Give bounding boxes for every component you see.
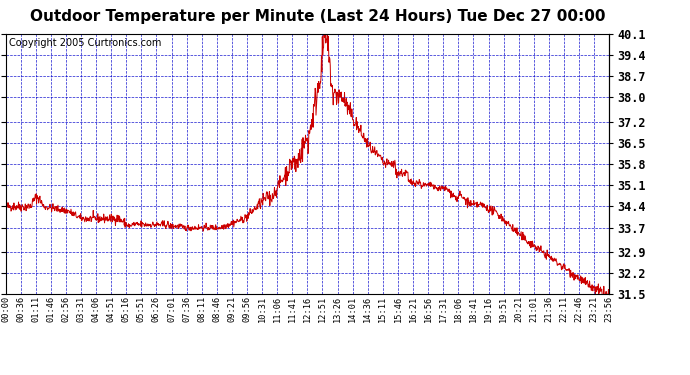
Text: 01:46: 01:46	[46, 296, 55, 322]
Text: 06:26: 06:26	[152, 296, 161, 322]
Text: 09:56: 09:56	[242, 296, 252, 322]
Text: 09:21: 09:21	[228, 296, 237, 322]
Text: 17:31: 17:31	[439, 296, 448, 322]
Text: 22:11: 22:11	[560, 296, 569, 322]
Text: 05:51: 05:51	[137, 296, 146, 322]
Text: 03:31: 03:31	[77, 296, 86, 322]
Text: 23:56: 23:56	[604, 296, 614, 322]
Text: 11:41: 11:41	[288, 296, 297, 322]
Text: 16:21: 16:21	[408, 296, 417, 322]
Text: 16:56: 16:56	[424, 296, 433, 322]
Text: 21:36: 21:36	[544, 296, 553, 322]
Text: 11:06: 11:06	[273, 296, 282, 322]
Text: 08:11: 08:11	[197, 296, 206, 322]
Text: 15:11: 15:11	[378, 296, 387, 322]
Text: 04:06: 04:06	[92, 296, 101, 322]
Text: 12:51: 12:51	[318, 296, 327, 322]
Text: Outdoor Temperature per Minute (Last 24 Hours) Tue Dec 27 00:00: Outdoor Temperature per Minute (Last 24 …	[30, 9, 605, 24]
Text: 07:01: 07:01	[167, 296, 176, 322]
Text: 02:56: 02:56	[61, 296, 70, 322]
Text: 22:46: 22:46	[575, 296, 584, 322]
Text: 14:01: 14:01	[348, 296, 357, 322]
Text: Copyright 2005 Curtronics.com: Copyright 2005 Curtronics.com	[8, 38, 161, 48]
Text: 18:06: 18:06	[454, 296, 463, 322]
Text: 07:36: 07:36	[182, 296, 191, 322]
Text: 00:00: 00:00	[1, 296, 10, 322]
Text: 05:16: 05:16	[121, 296, 131, 322]
Text: 01:11: 01:11	[31, 296, 40, 322]
Text: 19:16: 19:16	[484, 296, 493, 322]
Text: 14:36: 14:36	[363, 296, 373, 322]
Text: 13:26: 13:26	[333, 296, 342, 322]
Text: 10:31: 10:31	[257, 296, 266, 322]
Text: 18:41: 18:41	[469, 296, 478, 322]
Text: 19:51: 19:51	[499, 296, 508, 322]
Text: 08:46: 08:46	[213, 296, 221, 322]
Text: 00:36: 00:36	[16, 296, 25, 322]
Text: 04:51: 04:51	[107, 296, 116, 322]
Text: 20:21: 20:21	[514, 296, 523, 322]
Text: 21:01: 21:01	[529, 296, 538, 322]
Text: 23:21: 23:21	[590, 296, 599, 322]
Text: 15:46: 15:46	[393, 296, 402, 322]
Text: 12:16: 12:16	[303, 296, 312, 322]
